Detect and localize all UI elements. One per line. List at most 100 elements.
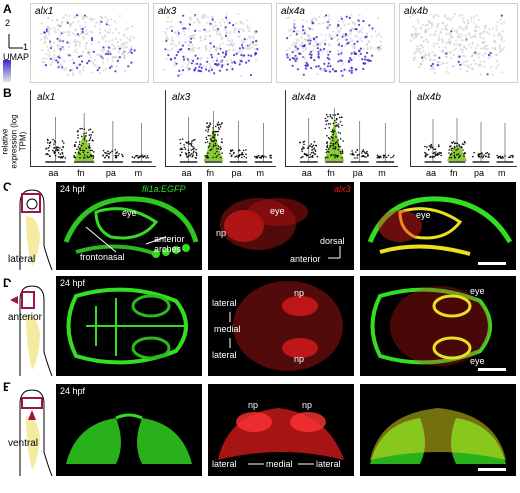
umap-cell [370,45,373,48]
violin-point [83,138,86,141]
umap-cell [237,30,240,33]
umap-cell [438,56,441,59]
violin-point [335,141,337,144]
violin-point [245,153,247,156]
violin-point [339,138,342,140]
umap-cell [452,15,455,18]
umap-cell [376,17,380,20]
violin-point [221,138,223,140]
umap-cell [431,66,434,69]
umap-cell [216,56,219,59]
umap-cell [185,67,188,70]
umap-cell [316,73,319,76]
violin-point [332,130,334,132]
umap-cell [340,69,343,73]
umap-cell [220,37,223,41]
umap-cell [227,39,230,42]
violin-point [332,122,335,125]
violin-point [221,122,223,124]
umap-cell [191,44,194,47]
violin-point [235,155,238,157]
violin-point [207,152,209,154]
umap-cell [81,69,85,72]
umap-cell [421,59,425,62]
umap-cell [293,19,296,22]
umap-cell [317,53,320,56]
violin-point [330,144,332,147]
violin-point [457,153,460,155]
umap-cell [123,33,126,36]
umap-cell [472,35,475,38]
violin-point [448,149,450,151]
umap-cell [347,22,350,26]
umap-cell [210,56,214,59]
umap-cell [52,56,55,59]
umap-cell [218,69,221,72]
violin-point [183,146,186,149]
umap-cell [329,34,332,37]
violin-point [310,143,313,145]
umap-cell [77,34,80,37]
umap-cell [98,22,101,25]
umap-cell [329,44,332,47]
violin-point [190,144,193,146]
violin-point [451,147,454,150]
umap-cell [367,40,371,44]
violin-point [455,149,457,151]
umap-cell [58,38,61,41]
umap-cell [199,63,202,66]
umap-cell [306,64,309,67]
violin-point [455,142,457,144]
violin-point [333,130,336,133]
violin-point [332,114,334,116]
umap-cell [495,67,498,70]
umap-cell [470,55,473,58]
umap-cell [310,67,313,70]
umap-cell [444,25,447,28]
umap-cell [472,59,476,62]
umap-cell [494,47,497,51]
umap-cell [43,31,46,34]
umap-cell [84,21,87,24]
umap-cell [484,24,487,28]
violin-point [473,151,475,154]
umap-cell [304,38,307,42]
umap-cell [177,42,180,45]
violin-point [61,151,64,154]
umap-cell [414,29,418,32]
violin-point [424,154,427,157]
umap-cell [461,54,464,57]
umap-cell [88,59,91,63]
umap-cell [176,30,179,33]
violin-point [450,141,453,144]
umap-cell [458,14,461,17]
violin-category-label: fn [327,168,335,178]
violin-point [179,142,182,145]
violin-point [205,136,208,139]
violin-point [301,148,304,150]
violin-point [366,153,369,155]
violin-point [80,145,83,147]
violin-point [327,137,330,139]
umap-cell [212,45,216,48]
umap-cell [108,46,111,49]
violin-alx4b: alx4b [410,90,517,167]
umap-cell [243,38,246,41]
umap-cell [461,39,464,42]
violin-point [91,139,94,141]
violin-point [212,132,214,135]
umap-cell [82,17,85,20]
umap-cell [327,62,330,65]
umap-cell [63,60,66,63]
umap-cell [470,46,473,49]
umap-cell [465,37,468,40]
umap-cell [477,18,480,21]
umap-cell [455,39,458,42]
violin-point [59,157,62,159]
violin-point [104,156,106,159]
violin-point [77,137,79,139]
umap-cell [238,28,241,31]
umap-cell [249,37,252,40]
violin-point [334,156,336,159]
umap-cell [496,53,499,57]
